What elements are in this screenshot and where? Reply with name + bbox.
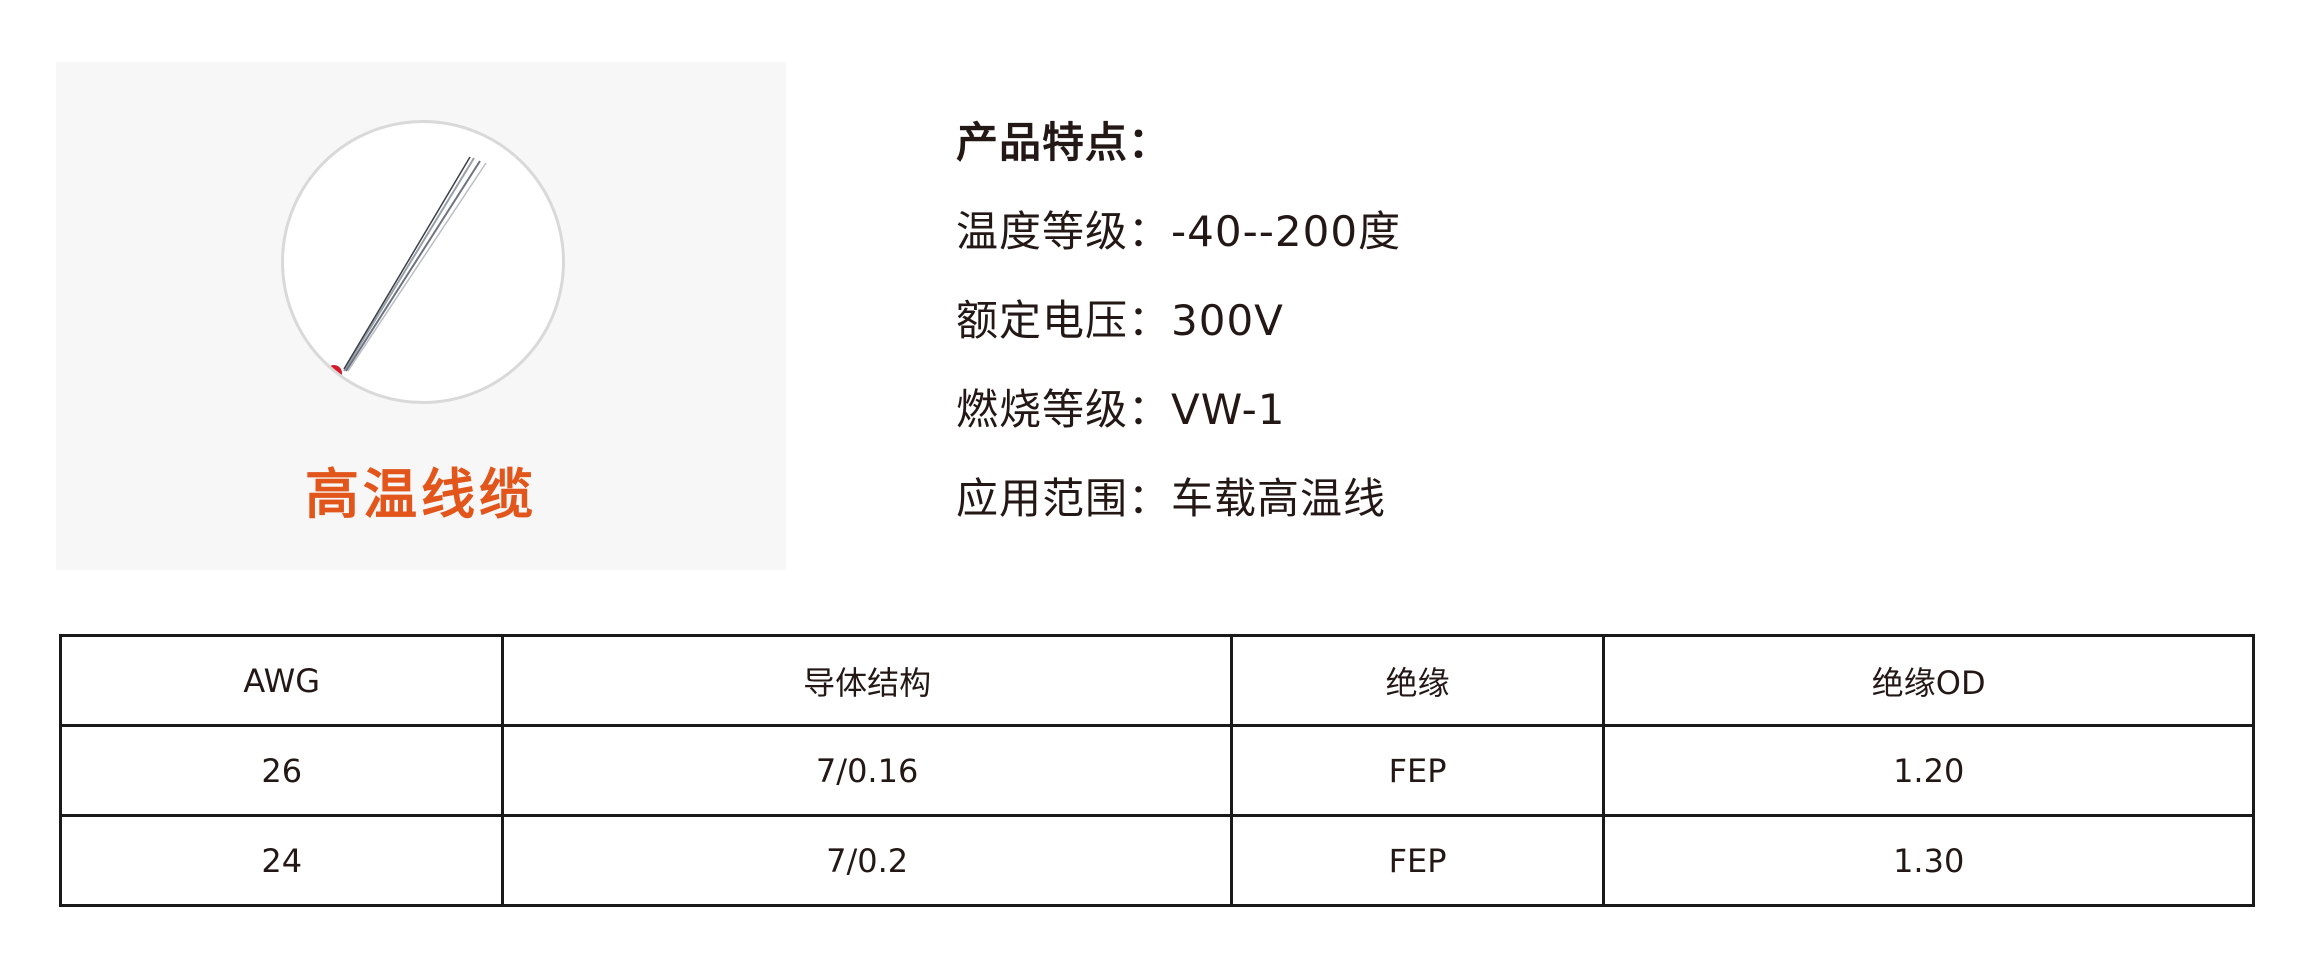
feature-voltage: 额定电压：300V (956, 288, 1401, 377)
features-heading: 产品特点： (956, 118, 1172, 167)
feature-label: 应用范围： (956, 474, 1172, 523)
product-photo (281, 120, 565, 404)
feature-label: 温度等级： (956, 207, 1172, 256)
header-insulation-od: 绝缘OD (1602, 634, 2255, 727)
feature-temperature: 温度等级：-40--200度 (956, 199, 1401, 288)
header-conductor: 导体结构 (501, 634, 1233, 727)
feature-flame-rating: 燃烧等级：VW-1 (956, 377, 1401, 466)
wire-image-icon (311, 156, 487, 401)
cell: 26 (58, 724, 505, 817)
cell: 24 (58, 814, 505, 907)
cell: 1.30 (1602, 814, 2255, 907)
cell: 1.20 (1602, 724, 2255, 817)
product-title: 高温线缆 (305, 463, 537, 526)
feature-value: -40--200度 (1171, 207, 1402, 256)
feature-label: 额定电压： (956, 296, 1172, 345)
cell: 7/0.16 (501, 724, 1233, 817)
table-row: 26 7/0.16 FEP 1.20 (58, 724, 2255, 817)
cell: FEP (1229, 814, 1606, 907)
table-header-row: AWG 导体结构 绝缘 绝缘OD (58, 634, 2255, 727)
feature-list: 产品特点： 温度等级：-40--200度 额定电压：300V 燃烧等级：VW-1… (956, 110, 1401, 555)
feature-value: 300V (1171, 296, 1284, 345)
header-awg: AWG (58, 634, 505, 727)
header-insulation: 绝缘 (1229, 634, 1606, 727)
feature-value: VW-1 (1171, 385, 1286, 434)
cell: 7/0.2 (501, 814, 1233, 907)
feature-application: 应用范围：车载高温线 (956, 466, 1401, 555)
feature-label: 燃烧等级： (956, 385, 1172, 434)
cell: FEP (1229, 724, 1606, 817)
spec-table: AWG 导体结构 绝缘 绝缘OD 26 7/0.16 FEP 1.20 24 7… (58, 634, 2255, 907)
table-row: 24 7/0.2 FEP 1.30 (58, 814, 2255, 907)
feature-value: 车载高温线 (1171, 474, 1387, 523)
